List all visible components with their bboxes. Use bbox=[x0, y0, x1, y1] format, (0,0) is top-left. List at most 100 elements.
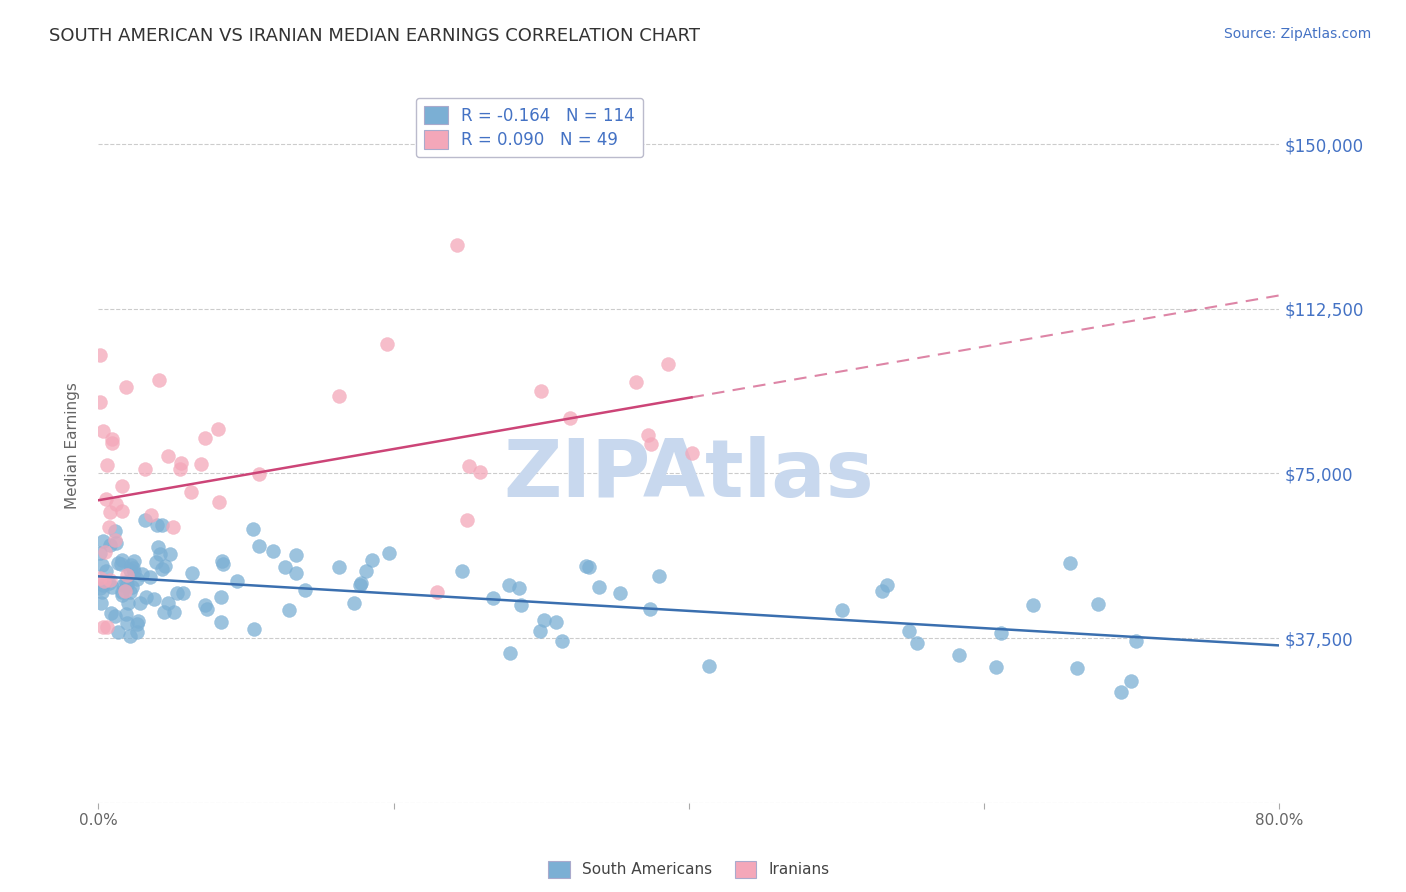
Point bbox=[118, 564, 141, 578]
Point bbox=[94, 491, 117, 506]
Point bbox=[1125, 634, 1147, 648]
Point bbox=[172, 586, 194, 600]
Point bbox=[984, 660, 1007, 674]
Point bbox=[107, 624, 129, 639]
Point bbox=[98, 519, 121, 533]
Point bbox=[128, 596, 150, 610]
Point bbox=[148, 373, 170, 387]
Point bbox=[328, 559, 350, 574]
Point bbox=[166, 586, 188, 600]
Point bbox=[990, 625, 1012, 640]
Point bbox=[426, 585, 449, 599]
Point bbox=[624, 375, 647, 389]
Point bbox=[870, 584, 893, 599]
Point bbox=[349, 578, 371, 592]
Point bbox=[127, 614, 149, 628]
Point bbox=[115, 616, 138, 631]
Point bbox=[681, 445, 703, 459]
Point bbox=[153, 559, 176, 574]
Point bbox=[162, 520, 184, 534]
Point bbox=[150, 518, 173, 533]
Point bbox=[141, 508, 163, 522]
Point bbox=[120, 558, 142, 572]
Point bbox=[111, 588, 134, 602]
Point bbox=[90, 596, 112, 610]
Point bbox=[115, 577, 138, 591]
Point bbox=[157, 449, 180, 463]
Point bbox=[146, 517, 169, 532]
Point bbox=[118, 629, 141, 643]
Point bbox=[277, 603, 299, 617]
Point bbox=[499, 647, 522, 661]
Point bbox=[533, 613, 555, 627]
Point bbox=[181, 566, 204, 580]
Point bbox=[89, 546, 111, 560]
Point bbox=[101, 580, 124, 594]
Point bbox=[560, 410, 582, 425]
Point bbox=[91, 424, 114, 438]
Point bbox=[103, 524, 125, 539]
Point bbox=[1109, 685, 1132, 699]
Point bbox=[163, 605, 186, 619]
Point bbox=[125, 624, 148, 639]
Point bbox=[375, 337, 398, 351]
Point bbox=[697, 658, 720, 673]
Point bbox=[91, 620, 114, 634]
Point bbox=[135, 590, 157, 604]
Point bbox=[242, 522, 264, 536]
Text: ZIPAtlas: ZIPAtlas bbox=[503, 435, 875, 514]
Point bbox=[294, 582, 316, 597]
Text: Source: ZipAtlas.com: Source: ZipAtlas.com bbox=[1223, 27, 1371, 41]
Point bbox=[96, 458, 118, 472]
Point bbox=[350, 575, 373, 590]
Point bbox=[120, 585, 142, 599]
Point bbox=[98, 574, 121, 588]
Point bbox=[1059, 556, 1081, 570]
Point bbox=[640, 436, 662, 450]
Point bbox=[657, 357, 679, 371]
Point bbox=[121, 580, 143, 594]
Point bbox=[91, 558, 114, 573]
Point bbox=[194, 598, 217, 612]
Point bbox=[110, 479, 132, 493]
Point bbox=[110, 557, 132, 571]
Point bbox=[104, 536, 127, 550]
Point bbox=[498, 577, 520, 591]
Point bbox=[831, 603, 853, 617]
Point bbox=[101, 432, 124, 446]
Point bbox=[508, 581, 530, 595]
Point bbox=[361, 553, 384, 567]
Point bbox=[97, 576, 120, 591]
Point bbox=[142, 592, 165, 607]
Point bbox=[125, 572, 148, 586]
Point bbox=[101, 436, 124, 450]
Point bbox=[1066, 661, 1088, 675]
Point bbox=[243, 622, 266, 636]
Point bbox=[91, 585, 114, 599]
Point bbox=[112, 577, 135, 591]
Point bbox=[111, 503, 134, 517]
Point bbox=[225, 574, 247, 589]
Point bbox=[247, 539, 270, 553]
Point bbox=[122, 560, 145, 574]
Point bbox=[100, 606, 122, 620]
Point bbox=[98, 538, 121, 552]
Point bbox=[1022, 598, 1045, 612]
Point bbox=[609, 586, 631, 600]
Point bbox=[468, 465, 491, 479]
Point bbox=[124, 554, 146, 568]
Point bbox=[115, 607, 138, 622]
Point bbox=[134, 513, 156, 527]
Point bbox=[446, 237, 468, 252]
Point bbox=[207, 495, 229, 509]
Legend: South Americans, Iranians: South Americans, Iranians bbox=[540, 854, 838, 885]
Point bbox=[898, 624, 921, 639]
Point bbox=[117, 596, 139, 610]
Text: SOUTH AMERICAN VS IRANIAN MEDIAN EARNINGS CORRELATION CHART: SOUTH AMERICAN VS IRANIAN MEDIAN EARNING… bbox=[49, 27, 700, 45]
Point bbox=[150, 562, 173, 576]
Point bbox=[876, 578, 898, 592]
Point bbox=[551, 634, 574, 648]
Point bbox=[1087, 597, 1109, 611]
Point bbox=[456, 513, 478, 527]
Point bbox=[98, 505, 121, 519]
